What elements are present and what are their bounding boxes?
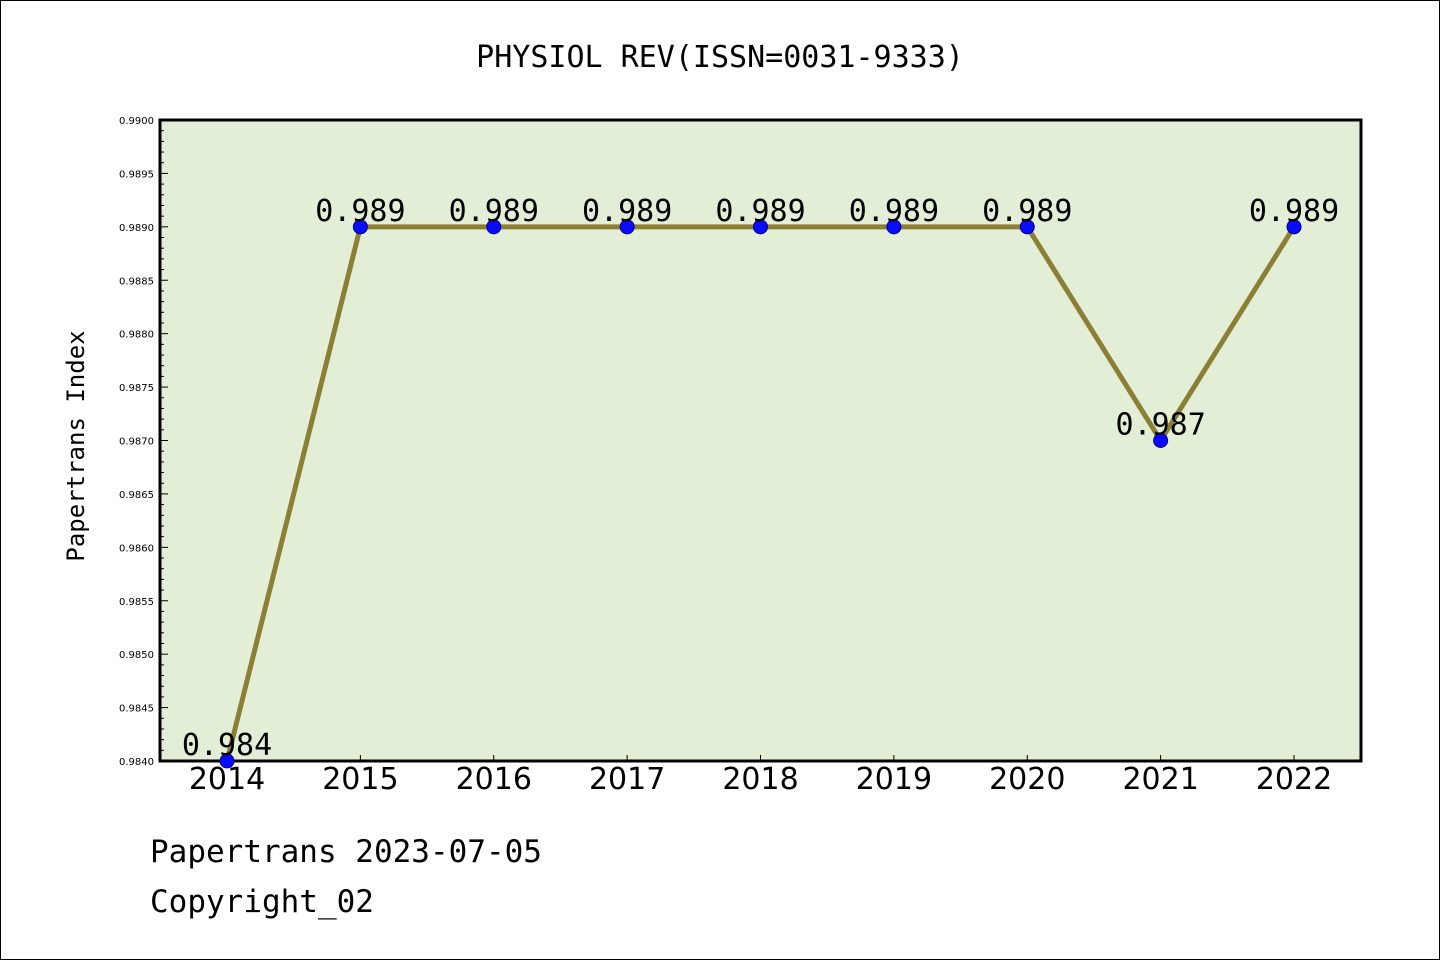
data-label: 0.989 — [1249, 194, 1339, 229]
x-tick-label: 2015 — [322, 762, 398, 797]
chart-title: PHYSIOL REV(ISSN=0031-9333) — [476, 40, 964, 75]
y-axis: 0.9840 0.9845 0.9850 0.9855 0.9860 0.9865 0.98… — [119, 116, 168, 768]
y-tick-label: 0.9880 — [119, 330, 154, 341]
data-label: 0.984 — [182, 728, 272, 763]
data-point-marker — [1286, 219, 1302, 235]
data-label: 0.989 — [315, 194, 405, 229]
data-label: 0.989 — [982, 194, 1072, 229]
data-label: 0.989 — [582, 194, 672, 229]
y-tick-label: 0.9875 — [119, 383, 154, 394]
y-axis-label: Papertrans Index — [62, 330, 90, 561]
y-tick-label: 0.9840 — [119, 757, 154, 768]
y-tick-label: 0.9855 — [119, 597, 154, 608]
data-labels: 0.984 0.989 0.989 0.989 0.989 0.989 0.989 0.987… — [182, 194, 1339, 763]
x-tick-label: 2021 — [1122, 762, 1198, 797]
x-tick-label: 2019 — [856, 762, 932, 797]
footer-date: Papertrans 2023-07-05 — [150, 834, 542, 870]
data-point-marker — [352, 219, 368, 235]
y-tick-label: 0.9850 — [119, 650, 154, 661]
x-tick-label: 2018 — [722, 762, 798, 797]
y-tick-label: 0.9860 — [119, 543, 154, 554]
data-point-marker — [219, 753, 235, 769]
y-tick-label: 0.9885 — [119, 276, 154, 287]
y-tick-label: 0.9890 — [119, 223, 154, 234]
x-tick-label: 2017 — [589, 762, 665, 797]
data-point-marker — [486, 219, 502, 235]
y-tick-label: 0.9900 — [119, 116, 154, 127]
data-point-marker — [753, 219, 768, 235]
y-tick-label: 0.9865 — [119, 490, 154, 501]
x-tick-label: 2020 — [989, 762, 1065, 797]
x-axis: 2014 2015 2016 2017 2018 2019 2020 2021 2022 — [189, 755, 1332, 797]
data-markers — [219, 219, 1302, 769]
x-tick-label: 2016 — [456, 762, 532, 797]
data-label: 0.989 — [449, 194, 539, 229]
y-tick-label: 0.9895 — [119, 169, 154, 180]
data-point-marker — [619, 219, 635, 235]
data-label: 0.989 — [849, 194, 939, 229]
y-tick-label: 0.9870 — [119, 437, 154, 448]
data-point-marker — [886, 219, 902, 235]
x-tick-label: 2022 — [1256, 762, 1332, 797]
data-label: 0.987 — [1115, 408, 1205, 443]
data-point-marker — [1153, 433, 1169, 448]
data-label: 0.989 — [715, 194, 805, 229]
footer-copyright: Copyright_02 — [150, 884, 374, 920]
data-point-marker — [1019, 219, 1035, 235]
y-tick-label: 0.9845 — [119, 704, 154, 715]
